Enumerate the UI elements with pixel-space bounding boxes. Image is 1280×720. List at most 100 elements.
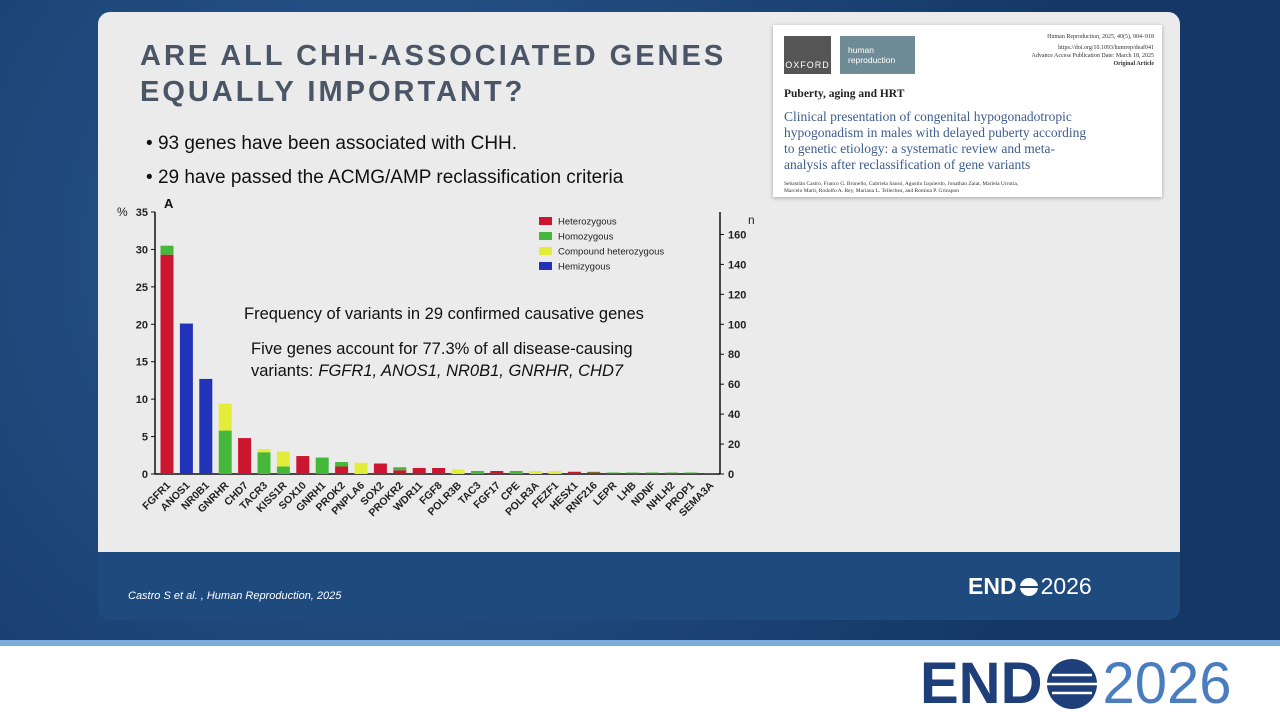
bar-segment xyxy=(354,462,368,474)
legend-label: Heterozygous xyxy=(558,217,617,228)
bar-segment xyxy=(335,466,349,474)
logo-text: END xyxy=(968,573,1017,599)
legend-label: Compound heterozygous xyxy=(558,247,664,258)
legend-swatch xyxy=(539,247,552,255)
annotation: variants: FGFR1, ANOS1, NR0B1, GNRHR, CHD… xyxy=(251,362,624,380)
bar-segment xyxy=(432,468,446,474)
y2-axis-label: n xyxy=(748,213,755,227)
bar-segment xyxy=(335,462,349,467)
paper-meta: https://doi.org/10.1093/humrep/deaf041 xyxy=(1058,45,1154,51)
bar-segment xyxy=(238,438,252,474)
bar-segment xyxy=(451,469,465,474)
annotation-part: variants: xyxy=(251,362,313,380)
annotation: Five genes account for 77.3% of all dise… xyxy=(251,340,633,358)
citation: Castro S et al. , Human Reproduction, 20… xyxy=(128,590,342,602)
paper-title: Clinical presentation of congenital hypo… xyxy=(784,109,1072,124)
bar-segment xyxy=(684,472,698,474)
annotation: Frequency of variants in 29 confirmed ca… xyxy=(244,305,644,323)
slide-title: ARE ALL CHH-ASSOCIATED GENES EQUALLY IMPO… xyxy=(140,38,726,110)
y-tick-label: 20 xyxy=(136,319,148,331)
bar-segment xyxy=(529,471,543,474)
legend-label: Hemizygous xyxy=(558,262,611,273)
y2-tick-label: 0 xyxy=(728,469,734,481)
paper-section: Puberty, aging and HRT xyxy=(784,88,905,100)
y-tick-label: 35 xyxy=(136,207,148,219)
bar-segment xyxy=(703,473,717,474)
paper-meta: Advance Access Publication Date: March 1… xyxy=(1031,53,1154,59)
paper-meta: Original Article xyxy=(1113,61,1155,67)
y-axis-label: % xyxy=(117,205,128,219)
bar-segment xyxy=(509,471,523,474)
annotation-genes: FGFR1, ANOS1, NR0B1, GNRHR, CHD7 xyxy=(318,362,624,380)
bar-segment xyxy=(548,471,562,474)
bar-segment xyxy=(412,468,426,474)
logo-text: END xyxy=(920,651,1043,716)
y2-tick-label: 140 xyxy=(728,259,746,271)
title-line: EQUALLY IMPORTANT? xyxy=(140,76,526,108)
bar-segment xyxy=(257,449,271,453)
bar-segment xyxy=(296,456,310,474)
legend-swatch xyxy=(539,232,552,240)
bar-segment xyxy=(160,254,174,474)
paper-title: analysis after reclassification of gene … xyxy=(784,157,1031,172)
journal-logo-line: reproduction xyxy=(848,55,896,65)
bar-segment xyxy=(393,470,407,474)
y2-tick-label: 80 xyxy=(728,349,740,361)
bar-segment xyxy=(626,473,640,474)
bar-segment xyxy=(160,245,174,255)
y2-tick-label: 120 xyxy=(728,289,746,301)
bullet: 93 genes have been associated with CHH. xyxy=(146,133,517,155)
logo-text: 2026 xyxy=(1040,573,1092,599)
y2-tick-label: 100 xyxy=(728,319,746,331)
bar-segment xyxy=(490,471,504,474)
footer-logo: END 2026 xyxy=(968,573,1092,600)
y-tick-label: 25 xyxy=(136,282,148,294)
bar-segment xyxy=(276,451,290,467)
bar-segment xyxy=(470,471,484,474)
bar-segment xyxy=(626,472,640,474)
panel-label: A xyxy=(164,196,174,211)
paper-title: to genetic etiology: a systematic review… xyxy=(784,141,1056,156)
bar-segment xyxy=(567,471,581,474)
bar-segment xyxy=(606,472,620,474)
title-line: ARE ALL CHH-ASSOCIATED GENES xyxy=(140,40,727,72)
bar-segment xyxy=(587,471,601,473)
bar-segment xyxy=(199,378,213,474)
y-tick-label: 10 xyxy=(136,394,148,406)
bullet: 29 have passed the ACMG/AMP reclassifica… xyxy=(146,167,623,189)
logo-text: 2026 xyxy=(1102,651,1232,716)
y-tick-label: 30 xyxy=(136,244,148,256)
bar-segment xyxy=(587,472,601,474)
publisher-logo: OXFORD xyxy=(784,36,831,74)
bar-segment xyxy=(645,473,659,474)
paper-title: hypogonadism in males with delayed puber… xyxy=(784,125,1087,140)
legend-swatch xyxy=(539,217,552,225)
bar-segment xyxy=(645,472,659,474)
bar-segment xyxy=(276,466,290,474)
journal-logo: human reproduction xyxy=(840,36,915,74)
logo-globe xyxy=(1047,658,1098,709)
bar-segment xyxy=(218,403,232,431)
bar-segment xyxy=(664,472,678,474)
y-tick-label: 0 xyxy=(142,469,148,481)
y2-tick-label: 40 xyxy=(728,409,740,421)
y2-tick-label: 20 xyxy=(728,439,740,451)
bar-segment xyxy=(218,430,232,474)
bar-segment xyxy=(393,467,407,471)
paper-excerpt: OXFORD human reproduction Human Reproduct… xyxy=(773,25,1162,197)
logo-globe xyxy=(1019,577,1038,596)
bar-segment xyxy=(373,463,387,474)
bar-segment xyxy=(606,473,620,474)
journal-logo-line: human xyxy=(848,45,874,55)
paper-meta: Human Reproduction, 2025, 40(5), 904–918 xyxy=(1047,34,1154,40)
legend-label: Homozygous xyxy=(558,232,614,243)
y2-tick-label: 160 xyxy=(728,229,746,241)
bar-segment xyxy=(684,473,698,474)
y-tick-label: 5 xyxy=(142,432,148,444)
bar-segment xyxy=(315,457,329,474)
paper-authors: Sebastián Castro, Franco G. Brunello, Ga… xyxy=(784,181,1019,187)
bar-segment xyxy=(257,452,271,474)
y-tick-label: 15 xyxy=(136,357,148,369)
